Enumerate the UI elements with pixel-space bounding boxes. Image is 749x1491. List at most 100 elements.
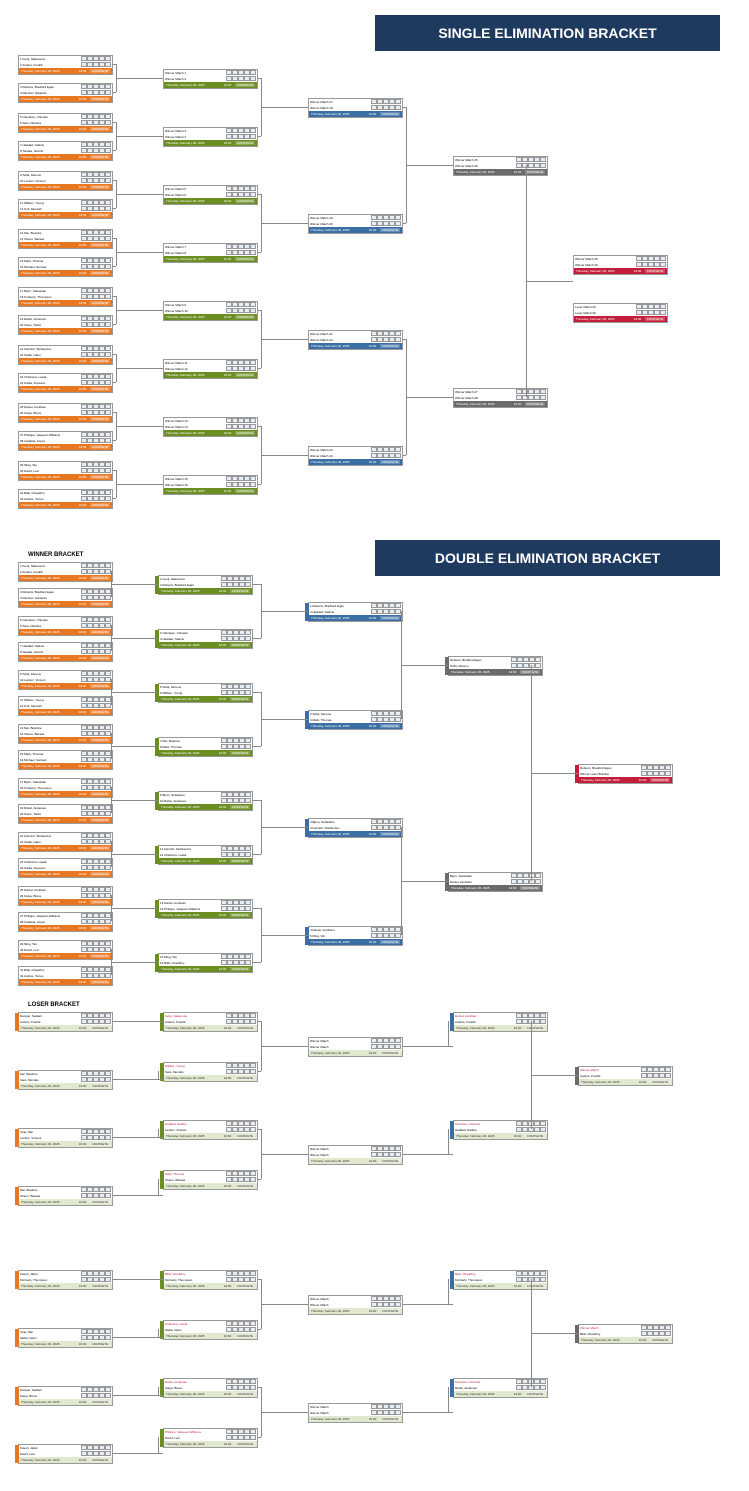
player2-name: Leclerc, Vincent	[165, 1128, 186, 1132]
match-date: Thursday, February 06, 2025	[21, 1342, 75, 1346]
player2-name: Winner Match 20	[310, 222, 333, 226]
match-info: Thursday, February 06, 2025 19:00 COMPLE…	[454, 401, 547, 407]
player2-name: Leclerc, Vincent	[20, 1136, 41, 1140]
bracket-connector	[448, 1279, 449, 1304]
score-box	[105, 322, 111, 327]
player2-name: Winner Match 6	[165, 193, 186, 197]
loser-bracket-label: LOSER BRACKET	[28, 1002, 80, 1008]
player2-name: David, Levi	[20, 1452, 35, 1456]
bracket-connector	[261, 827, 308, 828]
match-time: 19:00	[75, 185, 90, 189]
player1-name: 4 Daniel, Avraham	[310, 928, 334, 932]
score-box	[245, 846, 251, 851]
bracket-match: 17 Bjorn, Sebastian 18 Kimberly, Thompso…	[18, 778, 113, 798]
match-info: Thursday, February 06, 2025 19:00 COMPLE…	[19, 1141, 112, 1147]
score-box	[250, 418, 256, 423]
match-time: 19:00	[365, 460, 380, 464]
score-box	[105, 438, 111, 443]
bracket-connector	[113, 1195, 163, 1196]
bracket-match: Mei, Beatrice Otieno, Barasa Thursday, F…	[18, 1186, 113, 1206]
bracket-connector	[113, 1279, 163, 1280]
bracket-connector	[113, 324, 116, 325]
bracket-connector	[116, 78, 163, 79]
player2-name: Rahel, Andersen	[455, 1386, 477, 1390]
bracket-match: Winner Match Winner Match Thursday, Febr…	[308, 1145, 403, 1165]
match-status: COMPLETE	[380, 1309, 400, 1313]
match-status: COMPLETE	[235, 489, 255, 493]
player1-name: 3 Roberts, Bradford Egan	[20, 85, 54, 89]
match-time: 19:00	[635, 778, 650, 782]
drop-tag	[155, 846, 159, 864]
match-status: COMPLETE	[90, 684, 110, 688]
match-status: COMPLETE	[525, 1284, 545, 1288]
bracket-connector	[261, 1046, 308, 1047]
drop-tag	[450, 1271, 454, 1289]
bracket-match: 27 Philippe, Vasquez-Williams 28 Catalin…	[18, 431, 113, 451]
match-info: Thursday, February 06, 2025 19:00 COMPLE…	[19, 96, 112, 102]
score-box	[395, 99, 401, 104]
player1-name: Winner Match 15	[165, 477, 188, 481]
player1-name: Daniel, Avraham	[455, 1014, 477, 1018]
drop-tag	[305, 927, 309, 945]
score-box	[105, 779, 111, 784]
bracket-match: 9 Sofia, Moreno 10 Leclerc, Vincent Thur…	[18, 171, 113, 191]
bracket-connector	[253, 800, 261, 801]
match-date: Thursday, February 06, 2025	[21, 359, 75, 363]
bracket-match: Philippe, Vasquez-Williams David, Levi T…	[163, 1428, 258, 1448]
match-info: Thursday, February 06, 2025 19:00 COMPLE…	[309, 615, 402, 621]
score-box	[105, 1193, 111, 1198]
bracket-connector	[258, 252, 261, 253]
score-box	[245, 954, 251, 959]
match-time: 19:00	[75, 1284, 90, 1288]
player1-name: Mark, Thomas	[165, 1172, 184, 1176]
match-status: COMPLETE	[235, 1184, 255, 1188]
match-status: COMPLETE	[525, 402, 545, 406]
bracket-connector	[113, 1395, 163, 1396]
player2-name: 28 Catalina, López	[20, 439, 45, 443]
match-info: Thursday, February 06, 2025 19:00 COMPLE…	[454, 169, 547, 175]
match-info: Thursday, February 06, 2025 19:00 COMPLE…	[19, 601, 112, 607]
match-status: COMPLETE	[90, 503, 110, 507]
score-box	[665, 771, 671, 776]
match-date: Thursday, February 06, 2025	[161, 859, 215, 863]
match-status: COMPLETE	[90, 243, 110, 247]
score-box	[250, 1013, 256, 1018]
score-box	[660, 304, 666, 309]
match-status: COMPLETE	[90, 872, 110, 876]
match-date: Thursday, February 06, 2025	[166, 1442, 220, 1446]
match-date: Thursday, February 06, 2025	[21, 602, 75, 606]
match-date: Thursday, February 06, 2025	[21, 329, 75, 333]
match-info: Thursday, February 06, 2025 19:00 COMPLE…	[19, 871, 112, 877]
bracket-match: Daniyar, Seitkali Anders, Fredrik Thursd…	[18, 1012, 113, 1032]
player2-name: Winner Match 18	[310, 106, 333, 110]
match-info: Thursday, February 06, 2025 19:00 COMPLE…	[19, 845, 112, 851]
player1-name: Winner Match	[310, 1297, 329, 1301]
match-status: COMPLETE	[90, 1400, 110, 1404]
player1-name: Winner Match 9	[165, 303, 186, 307]
score-box	[395, 1146, 401, 1151]
match-info: Thursday, February 06, 2025 19:00 COMPLE…	[19, 1457, 112, 1463]
match-time: 19:00	[510, 402, 525, 406]
match-status: COMPLETE	[90, 764, 110, 768]
bracket-match: Viraj, Nair Sadia, Islam Thursday, Febru…	[18, 1328, 113, 1348]
bracket-match: Kaveh, Jafari David, Levi Thursday, Febr…	[18, 1444, 113, 1464]
player1-name: 15 Mark, Thomas	[20, 259, 43, 263]
bracket-connector	[113, 150, 116, 151]
match-date: Thursday, February 06, 2025	[21, 818, 75, 822]
score-box	[540, 163, 546, 168]
score-box	[105, 200, 111, 205]
bracket-match: 4 Daniel, Avraham 5 Ming, Wu Thursday, F…	[308, 926, 403, 946]
score-box	[105, 1135, 111, 1140]
bracket-connector	[253, 962, 261, 963]
match-date: Thursday, February 06, 2025	[311, 112, 365, 116]
score-box	[535, 663, 541, 668]
match-date: Thursday, February 06, 2025	[311, 1309, 365, 1313]
bracket-match: 15 Mark, Thomas 16 Michael, Samuel Thurs…	[18, 257, 113, 277]
match-status: COMPLETE	[230, 859, 250, 863]
score-box	[105, 288, 111, 293]
match-info: Thursday, February 06, 2025 19:00 COMPLE…	[164, 82, 257, 88]
player2-name: Winner Match 16	[165, 483, 188, 487]
match-date: Thursday, February 06, 2025	[456, 1392, 510, 1396]
match-info: Thursday, February 06, 2025 19:00 COMPLE…	[164, 1025, 257, 1031]
match-date: Thursday, February 06, 2025	[166, 1134, 220, 1138]
